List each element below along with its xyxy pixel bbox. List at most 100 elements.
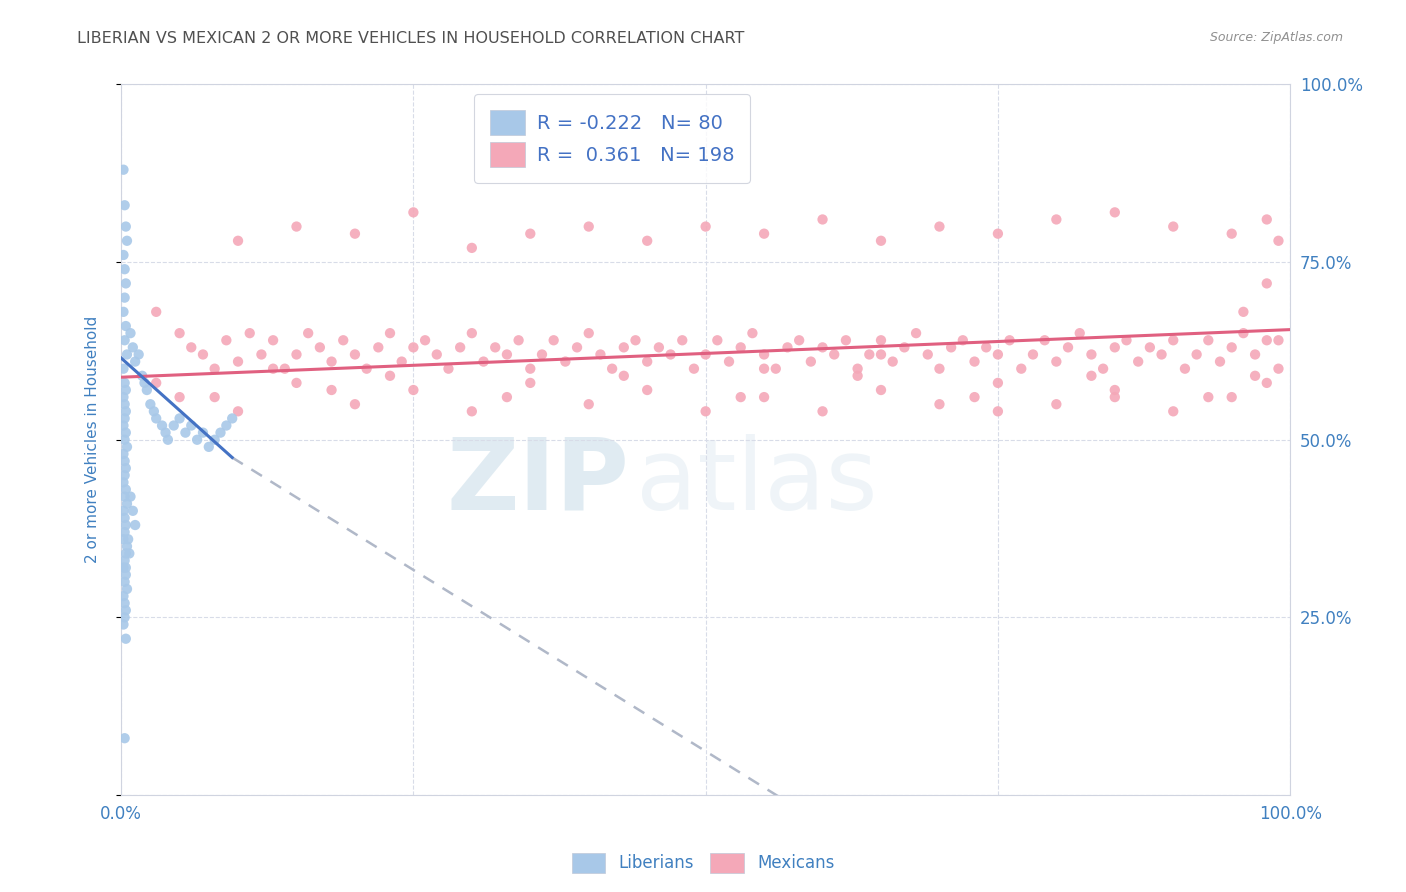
Point bbox=[1197, 333, 1219, 347]
Point bbox=[554, 354, 576, 368]
Point bbox=[191, 425, 214, 440]
Text: atlas: atlas bbox=[636, 434, 877, 531]
Point bbox=[114, 319, 136, 334]
Point bbox=[1267, 361, 1289, 376]
Point bbox=[1150, 347, 1173, 361]
Point bbox=[169, 326, 191, 340]
Point bbox=[115, 440, 138, 454]
Point bbox=[461, 326, 484, 340]
Point bbox=[124, 518, 146, 533]
Point bbox=[114, 383, 136, 397]
Legend: R = -0.222   N= 80, R =  0.361   N= 198: R = -0.222 N= 80, R = 0.361 N= 198 bbox=[474, 95, 749, 183]
Point bbox=[114, 567, 136, 582]
Point bbox=[250, 347, 273, 361]
Point bbox=[378, 368, 401, 383]
Point bbox=[519, 361, 541, 376]
Point bbox=[285, 219, 308, 234]
Point bbox=[114, 553, 136, 567]
Point bbox=[730, 390, 752, 404]
Point bbox=[1256, 277, 1278, 291]
Point bbox=[974, 340, 997, 354]
Point bbox=[870, 234, 893, 248]
Point bbox=[114, 454, 136, 468]
Point bbox=[683, 361, 706, 376]
Point bbox=[1045, 397, 1067, 411]
Point bbox=[1244, 368, 1267, 383]
Point bbox=[870, 347, 893, 361]
Point bbox=[114, 546, 136, 560]
Point bbox=[1161, 333, 1184, 347]
Point bbox=[776, 340, 799, 354]
Point bbox=[239, 326, 262, 340]
Point bbox=[1174, 361, 1197, 376]
Point bbox=[134, 376, 156, 390]
Point bbox=[321, 383, 343, 397]
Point bbox=[332, 333, 354, 347]
Point bbox=[1220, 390, 1243, 404]
Point bbox=[496, 347, 519, 361]
Point bbox=[120, 326, 142, 340]
Point bbox=[1080, 347, 1102, 361]
Point bbox=[378, 326, 401, 340]
Point bbox=[117, 533, 139, 547]
Point bbox=[180, 418, 202, 433]
Point bbox=[124, 354, 146, 368]
Point bbox=[215, 418, 238, 433]
Point bbox=[636, 234, 658, 248]
Point bbox=[115, 347, 138, 361]
Point bbox=[114, 518, 136, 533]
Point bbox=[787, 333, 810, 347]
Point bbox=[1057, 340, 1080, 354]
Point bbox=[963, 390, 986, 404]
Point bbox=[114, 610, 136, 624]
Point bbox=[285, 376, 308, 390]
Point bbox=[114, 596, 136, 610]
Point bbox=[695, 347, 717, 361]
Point bbox=[905, 326, 928, 340]
Point bbox=[226, 404, 249, 418]
Point bbox=[145, 411, 167, 425]
Point bbox=[624, 333, 647, 347]
Point bbox=[846, 368, 869, 383]
Point bbox=[226, 234, 249, 248]
Point bbox=[811, 404, 834, 418]
Point bbox=[928, 397, 950, 411]
Point bbox=[461, 404, 484, 418]
Point bbox=[1092, 361, 1115, 376]
Point bbox=[115, 234, 138, 248]
Text: LIBERIAN VS MEXICAN 2 OR MORE VEHICLES IN HOUSEHOLD CORRELATION CHART: LIBERIAN VS MEXICAN 2 OR MORE VEHICLES I… bbox=[77, 31, 745, 46]
Point bbox=[671, 333, 693, 347]
Point bbox=[1161, 219, 1184, 234]
Text: ZIP: ZIP bbox=[447, 434, 630, 531]
Point bbox=[145, 376, 167, 390]
Point bbox=[135, 383, 157, 397]
Point bbox=[112, 248, 135, 262]
Point bbox=[952, 333, 974, 347]
Point bbox=[139, 397, 162, 411]
Point bbox=[112, 504, 135, 518]
Point bbox=[835, 333, 858, 347]
Point bbox=[1232, 326, 1254, 340]
Point bbox=[402, 205, 425, 219]
Point bbox=[695, 219, 717, 234]
Point bbox=[114, 525, 136, 540]
Point bbox=[112, 533, 135, 547]
Point bbox=[752, 390, 775, 404]
Point bbox=[115, 539, 138, 553]
Y-axis label: 2 or more Vehicles in Household: 2 or more Vehicles in Household bbox=[86, 316, 100, 564]
Point bbox=[752, 227, 775, 241]
Point bbox=[636, 354, 658, 368]
Point bbox=[131, 368, 153, 383]
Point bbox=[128, 347, 150, 361]
Point bbox=[765, 361, 787, 376]
Point bbox=[391, 354, 413, 368]
Point bbox=[343, 347, 366, 361]
Point bbox=[114, 433, 136, 447]
Point bbox=[1220, 340, 1243, 354]
Point bbox=[180, 340, 202, 354]
Point bbox=[163, 418, 186, 433]
Point bbox=[1115, 333, 1137, 347]
Point bbox=[114, 468, 136, 483]
Point bbox=[519, 227, 541, 241]
Point bbox=[155, 425, 177, 440]
